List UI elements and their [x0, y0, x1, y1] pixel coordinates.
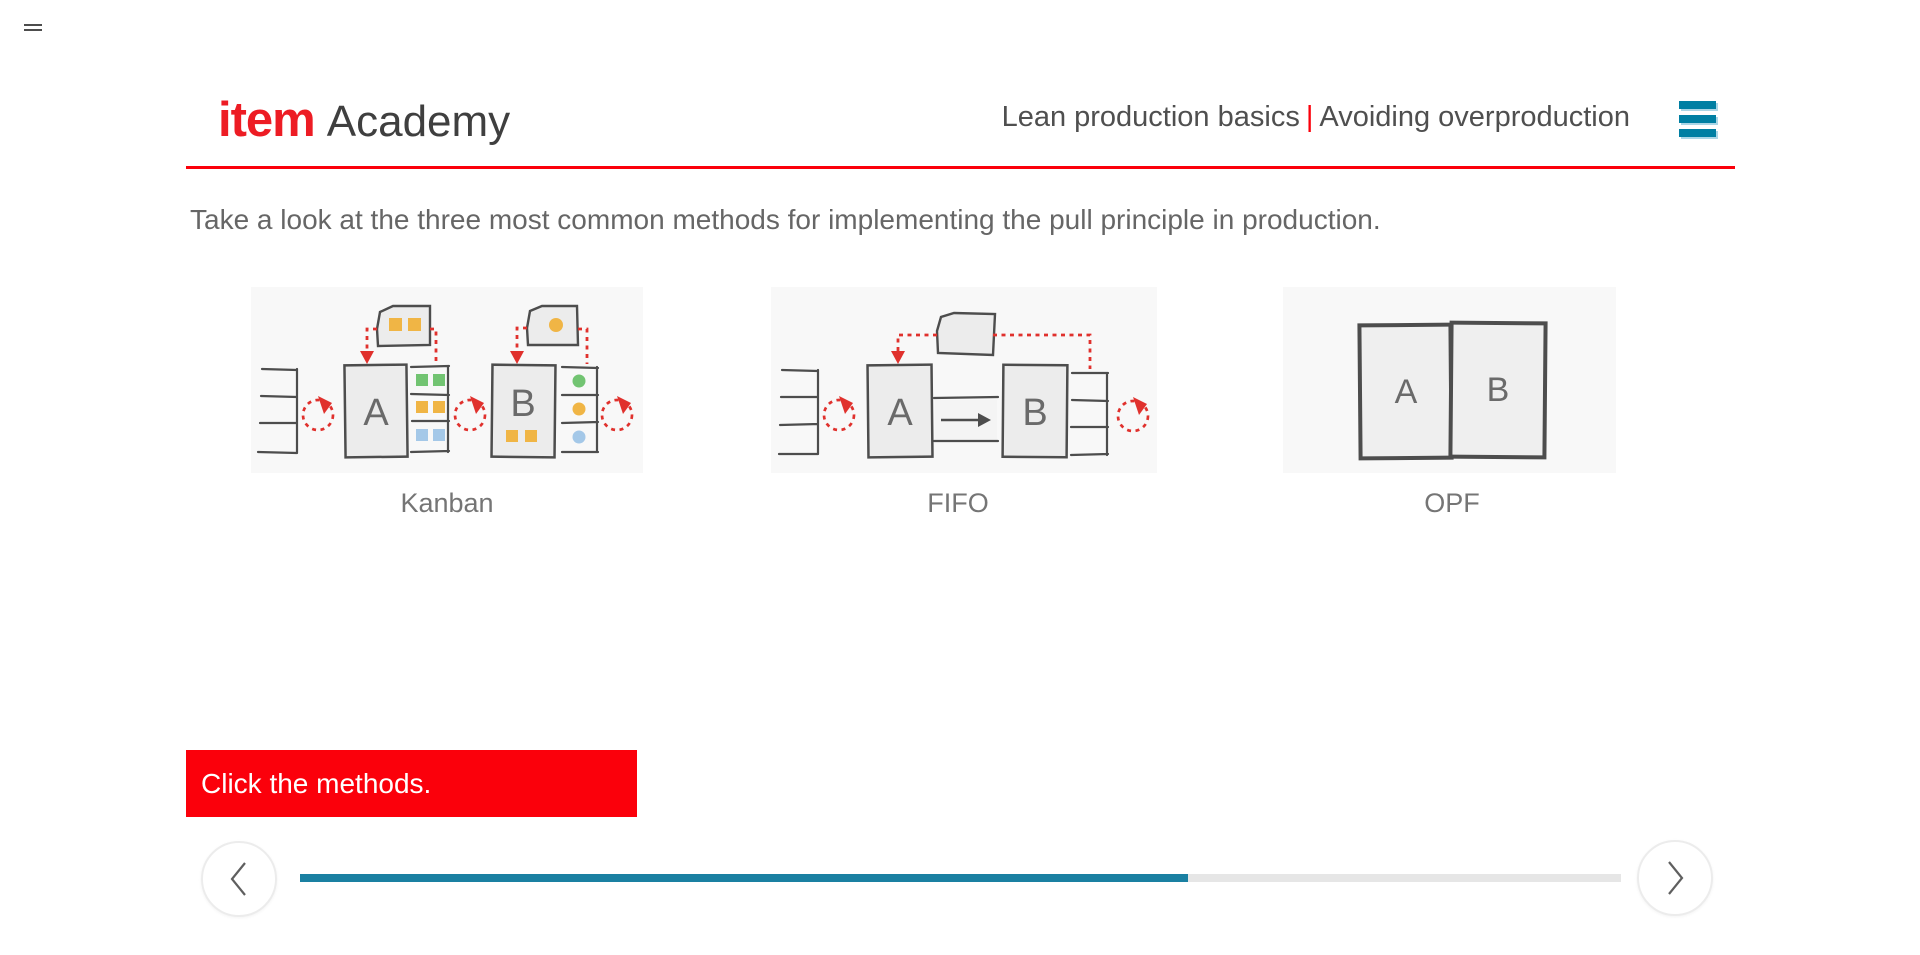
previous-button[interactable] [201, 841, 277, 917]
opf-process-a-label: A [1395, 373, 1418, 411]
logo-academy: Academy [326, 97, 511, 146]
pull-cycle-icon [1116, 397, 1150, 433]
logo-item: item [218, 93, 316, 147]
opf-process-b-label: B [1487, 371, 1510, 409]
method-label-fifo: FIFO [927, 488, 989, 518]
arrow-down-icon [360, 351, 374, 364]
method-kanban-figure[interactable]: A B [240, 285, 660, 475]
kanban-diagram: A B [251, 287, 643, 473]
kanban-card-a [375, 304, 432, 348]
method-fifo-figure[interactable]: A B [765, 285, 1185, 475]
hamburger-icon [1679, 101, 1716, 109]
arrow-down-icon [891, 351, 905, 364]
progress-fill [300, 874, 1188, 882]
course-menu-button[interactable] [1679, 101, 1716, 137]
chevron-right-icon [1668, 861, 1684, 895]
header-divider [186, 166, 1735, 169]
breadcrumb: Lean production basics | Avoiding overprod… [1002, 101, 1630, 134]
arrow-down-icon [510, 351, 524, 364]
kanban-process-b-label: B [510, 383, 535, 425]
next-button[interactable] [1637, 840, 1713, 916]
fifo-card [935, 311, 997, 357]
opf-diagram: A B [1283, 287, 1616, 473]
instruction-text: Take a look at the three most common met… [190, 204, 1381, 235]
pull-cycle-icon [453, 396, 487, 432]
fifo-process-a-label: A [887, 392, 913, 434]
window-menu-button[interactable] [24, 24, 42, 31]
fifo-diagram: A B [771, 287, 1157, 473]
pull-cycle-icon [301, 396, 335, 432]
chevron-left-icon [230, 862, 246, 896]
flow-arrow-icon [978, 413, 991, 427]
fifo-process-b-label: B [1022, 392, 1047, 434]
kanban-process-a-label: A [363, 392, 389, 434]
breadcrumb-separator: | [1305, 101, 1314, 133]
logo: item Academy [218, 92, 510, 148]
course-title: Lean production basics [1001, 101, 1300, 133]
progress-seekbar[interactable] [300, 874, 1621, 882]
method-opf-figure[interactable]: A B [1270, 285, 1690, 475]
pull-cycle-icon [600, 396, 634, 432]
method-label-kanban: Kanban [400, 488, 494, 518]
prompt-banner: Click the methods. [186, 750, 637, 817]
pull-cycle-icon [822, 396, 856, 432]
lesson-title: Avoiding overproduction [1319, 101, 1630, 133]
method-label-opf: OPF [1424, 488, 1480, 518]
